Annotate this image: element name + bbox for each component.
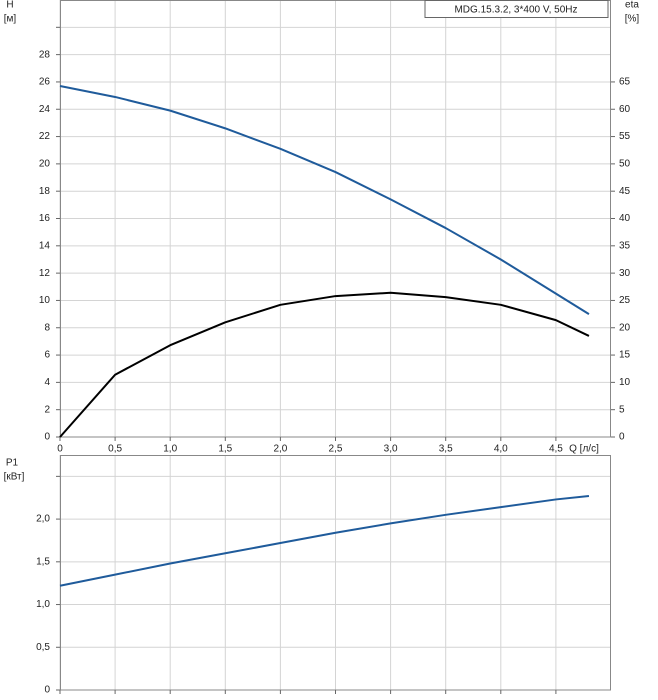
y-axis-unit: [кВт]	[4, 472, 25, 483]
y2-tick-label: 60	[619, 104, 631, 115]
y-axis-label: H	[6, 0, 13, 11]
y2-tick-label: 40	[619, 213, 631, 224]
y-tick-label: 28	[39, 49, 51, 60]
y2-axis-label: eta	[625, 0, 639, 11]
y-tick-label: 20	[39, 159, 51, 170]
y-axis-unit: [м]	[4, 14, 17, 25]
x-axis-label: Q [л/с]	[569, 444, 599, 455]
y-tick-label: 6	[44, 350, 50, 361]
y2-tick-label: 35	[619, 240, 631, 251]
data-line	[59, 85, 590, 315]
y-tick-label: 12	[39, 268, 51, 279]
y2-tick-label: 20	[619, 322, 631, 333]
y-tick-label: 0,5	[36, 642, 50, 653]
x-tick-label: 1,5	[218, 444, 232, 455]
y-tick-label: 8	[44, 322, 50, 333]
data-line	[59, 291, 590, 438]
x-tick-label: 0,5	[108, 444, 122, 455]
y-axis-label: P1	[6, 458, 19, 469]
y-tick-label: 0	[44, 685, 50, 696]
x-tick-label: 4,5	[549, 444, 563, 455]
x-tick-label: 4,0	[494, 444, 508, 455]
y-tick-label: 26	[39, 77, 51, 88]
y2-tick-label: 15	[619, 350, 631, 361]
y-tick-label: 14	[39, 240, 51, 251]
y-tick-label: 1,5	[36, 556, 50, 567]
y2-tick-label: 5	[619, 404, 625, 415]
y-tick-label: 1,0	[36, 599, 50, 610]
y-tick-label: 2,0	[36, 514, 50, 525]
y-tick-label: 10	[39, 295, 51, 306]
x-tick-label: 2,5	[329, 444, 343, 455]
y-tick-label: 2	[44, 404, 50, 415]
legend-text: MDG.15.3.2, 3*400 V, 50Hz	[454, 5, 577, 16]
y2-tick-label: 0	[619, 432, 625, 443]
y-tick-label: 22	[39, 131, 51, 142]
x-tick-label: 3,5	[439, 444, 453, 455]
y2-tick-label: 30	[619, 268, 631, 279]
x-tick-label: 0	[57, 444, 63, 455]
y2-tick-label: 55	[619, 131, 631, 142]
y-tick-label: 16	[39, 213, 51, 224]
y2-tick-label: 25	[619, 295, 631, 306]
y2-tick-label: 65	[619, 77, 631, 88]
x-tick-label: 3,0	[384, 444, 398, 455]
y-tick-label: 0	[44, 432, 50, 443]
y2-tick-label: 10	[619, 377, 631, 388]
x-tick-label: 2,0	[273, 444, 287, 455]
data-line	[59, 495, 590, 587]
x-tick-label: 1,0	[163, 444, 177, 455]
legend-box	[424, 0, 609, 18]
y2-tick-label: 45	[619, 186, 631, 197]
y-tick-label: 24	[39, 104, 51, 115]
y2-axis-unit: [%]	[625, 14, 640, 25]
y-tick-label: 4	[44, 377, 50, 388]
y2-tick-label: 50	[619, 159, 631, 170]
y-tick-label: 18	[39, 186, 51, 197]
